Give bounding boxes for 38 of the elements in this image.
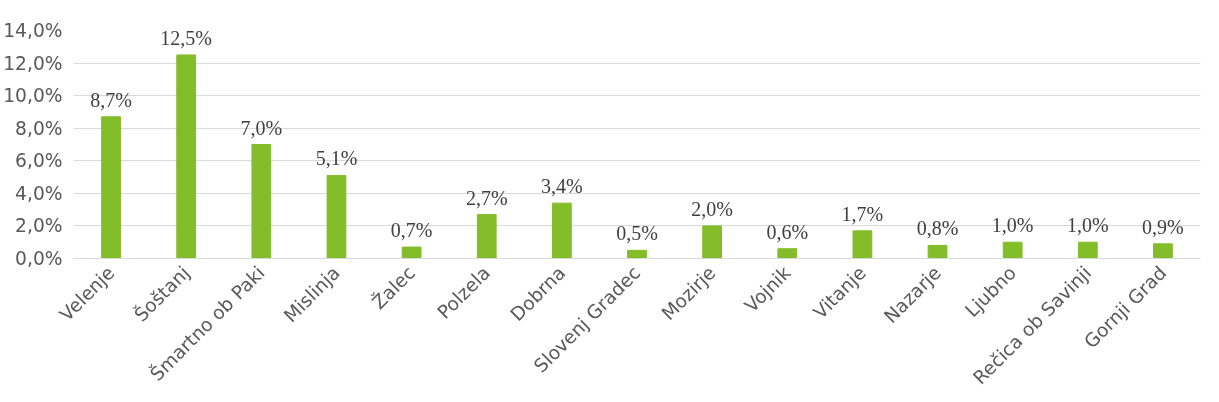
data-label: 0,9% <box>1142 215 1184 238</box>
bar <box>251 144 272 259</box>
data-label: 1,7% <box>841 202 884 225</box>
bar <box>1153 243 1173 259</box>
bar <box>401 246 422 259</box>
data-label: 0,7% <box>390 219 433 242</box>
data-label: 5,1% <box>315 147 358 170</box>
data-label: 0,5% <box>616 222 658 245</box>
bar <box>476 214 497 259</box>
y-tick-label: 8,0% <box>15 117 63 139</box>
y-tick-label: 4,0% <box>15 182 63 204</box>
data-label: 7,0% <box>240 116 283 139</box>
bar <box>777 248 798 259</box>
bar <box>1002 241 1023 259</box>
data-label: 1,0% <box>1066 214 1109 237</box>
bar <box>326 174 347 259</box>
bar <box>702 225 723 259</box>
bar <box>927 244 948 259</box>
data-label: 8,7% <box>90 88 132 111</box>
y-tick-label: 0,0% <box>15 248 63 269</box>
y-tick-label: 12,0% <box>3 52 63 74</box>
y-tick-label: 14,0% <box>3 20 63 41</box>
y-tick-label: 2,0% <box>15 215 63 237</box>
bar <box>1077 241 1098 259</box>
y-tick-label: 10,0% <box>3 85 63 107</box>
bar <box>852 230 873 259</box>
data-label: 1,0% <box>991 214 1034 237</box>
data-label: 2,0% <box>691 197 733 220</box>
bar <box>101 116 121 259</box>
data-label: 0,6% <box>766 220 809 243</box>
bar <box>627 249 647 259</box>
data-label: 2,7% <box>465 186 508 209</box>
bar <box>551 202 572 259</box>
data-label: 3,4% <box>541 175 583 198</box>
data-label: 0,8% <box>916 217 959 240</box>
y-tick-label: 6,0% <box>15 150 63 172</box>
data-label: 12,5% <box>160 26 213 49</box>
bar <box>176 54 197 259</box>
